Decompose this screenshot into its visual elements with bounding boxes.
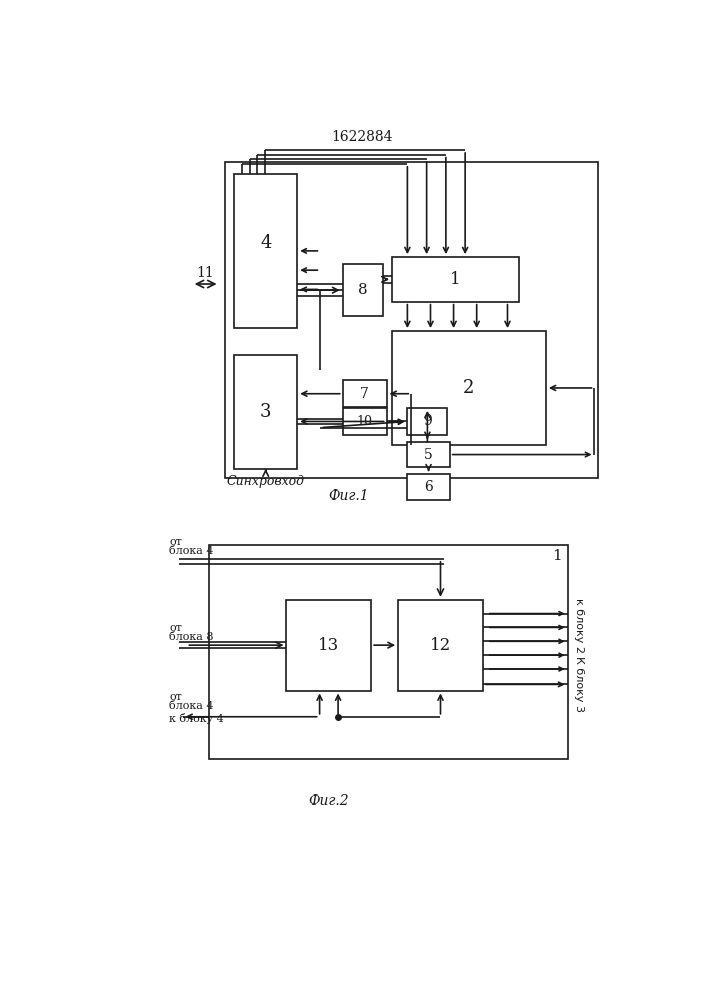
Text: 13: 13 xyxy=(318,637,339,654)
Text: блока 8: блока 8 xyxy=(170,632,214,642)
Bar xyxy=(234,174,297,328)
Text: 4: 4 xyxy=(260,234,271,252)
Text: 1622884: 1622884 xyxy=(331,130,392,144)
Bar xyxy=(407,474,450,500)
Text: 5: 5 xyxy=(424,448,433,462)
Text: блока 4: блока 4 xyxy=(170,546,214,556)
Text: 9: 9 xyxy=(423,414,432,428)
Bar xyxy=(234,355,297,469)
Bar xyxy=(343,380,387,407)
Bar xyxy=(407,442,450,467)
Text: К блоку 3: К блоку 3 xyxy=(573,656,584,712)
Text: Фиг.2: Фиг.2 xyxy=(308,794,349,808)
Bar xyxy=(209,545,568,759)
Text: 3: 3 xyxy=(260,403,271,421)
Text: от: от xyxy=(170,537,182,547)
Text: 10: 10 xyxy=(356,415,373,428)
Text: к блоку 4: к блоку 4 xyxy=(170,713,224,724)
Bar xyxy=(398,600,483,691)
Text: от: от xyxy=(170,692,182,702)
Text: 1: 1 xyxy=(552,549,561,563)
Bar xyxy=(225,162,598,478)
Text: 11: 11 xyxy=(197,266,214,280)
Text: от: от xyxy=(170,623,182,633)
Text: 6: 6 xyxy=(424,480,433,494)
Bar xyxy=(392,331,546,445)
Text: 2: 2 xyxy=(463,379,474,397)
Bar xyxy=(286,600,371,691)
Text: 12: 12 xyxy=(430,637,451,654)
Text: 7: 7 xyxy=(360,387,369,401)
Bar xyxy=(343,264,382,316)
Text: Фиг.1: Фиг.1 xyxy=(328,489,368,503)
Text: к блоку 2: к блоку 2 xyxy=(573,598,584,653)
Text: блока 4: блока 4 xyxy=(170,701,214,711)
Bar xyxy=(392,257,519,302)
Text: Синхровход: Синхровход xyxy=(227,475,305,488)
Text: 1: 1 xyxy=(450,271,461,288)
Text: 8: 8 xyxy=(358,283,368,297)
Bar xyxy=(407,408,448,435)
Bar xyxy=(343,408,387,435)
